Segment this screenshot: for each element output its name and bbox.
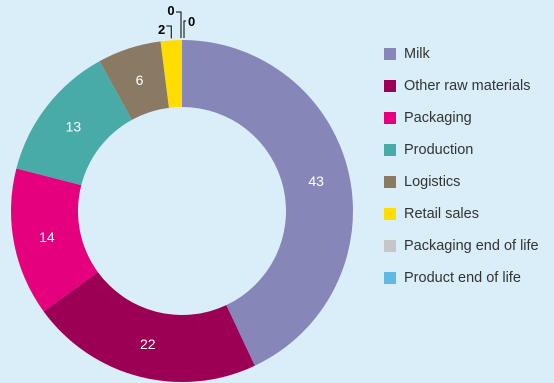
- legend-label: Milk: [404, 46, 430, 62]
- legend-label: Packaging: [404, 110, 472, 126]
- donut-slice-production: [16, 61, 132, 186]
- legend-swatch: [384, 176, 396, 188]
- legend-swatch: [384, 48, 396, 60]
- legend-item-production: Production: [384, 134, 539, 166]
- data-label-production: 13: [66, 119, 82, 135]
- data-label-packaging-end-of-life: 0: [167, 3, 174, 18]
- donut-slice-other-raw-materials: [43, 272, 255, 383]
- donut-slice-milk: [182, 40, 353, 366]
- legend-swatch: [384, 112, 396, 124]
- legend-label: Logistics: [404, 174, 461, 190]
- data-label-logistics: 6: [136, 72, 144, 88]
- legend-swatch: [384, 272, 396, 284]
- legend-item-product-end-of-life: Product end of life: [384, 262, 539, 294]
- data-label-milk: 43: [308, 173, 324, 189]
- donut-slice-packaging: [11, 168, 98, 312]
- legend-swatch: [384, 240, 396, 252]
- donut-slice-retail-sales: [160, 40, 182, 108]
- legend-item-packaging-end-of-life: Packaging end of life: [384, 230, 539, 262]
- legend-label: Other raw materials: [404, 78, 531, 94]
- legend-label: Production: [404, 142, 474, 158]
- legend-label: Retail sales: [404, 206, 479, 222]
- legend-swatch: [384, 144, 396, 156]
- donut-slice-logistics: [99, 41, 169, 120]
- data-label-retail-sales: 2: [158, 22, 165, 37]
- leader-line-packaging-end-of-life: [176, 11, 182, 38]
- legend-label: Packaging end of life: [404, 238, 539, 254]
- chart-legend: Milk Other raw materials Packaging Producti…: [384, 38, 539, 294]
- legend-swatch: [384, 80, 396, 92]
- leader-line-product-end-of-life: [183, 20, 186, 38]
- data-label-other-raw-materials: 22: [140, 336, 156, 352]
- data-label-packaging: 14: [39, 229, 55, 245]
- legend-item-other-raw-materials: Other raw materials: [384, 70, 539, 102]
- legend-item-logistics: Logistics: [384, 166, 539, 198]
- leader-line-retail-sales: [166, 25, 172, 39]
- legend-swatch: [384, 208, 396, 220]
- legend-label: Product end of life: [404, 270, 521, 286]
- legend-item-retail-sales: Retail sales: [384, 198, 539, 230]
- data-label-product-end-of-life: 0: [188, 14, 195, 29]
- legend-item-milk: Milk: [384, 38, 539, 70]
- legend-item-packaging: Packaging: [384, 102, 539, 134]
